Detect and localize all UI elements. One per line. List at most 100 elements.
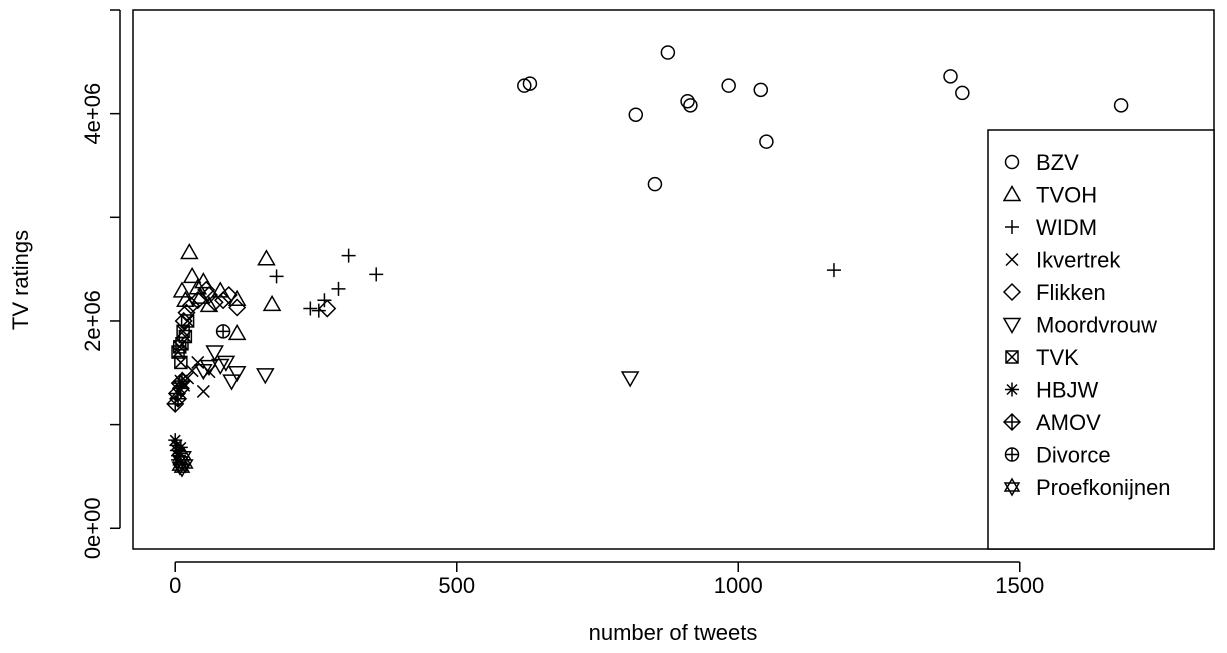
data-point: [341, 248, 356, 263]
data-point: [210, 281, 230, 298]
legend-label: BZV: [1036, 150, 1079, 175]
data-point: [181, 296, 201, 315]
data-point: [214, 291, 233, 310]
data-point: [177, 454, 194, 474]
legend-marker: [1002, 282, 1022, 302]
x-tick-label: 1500: [995, 573, 1044, 598]
data-point: [174, 355, 188, 370]
data-point: [303, 301, 318, 316]
legend-marker: [1004, 447, 1020, 462]
legend-items: BZV TVOH WIDM Ikvertrek Flikken Moordvrouw TVK…: [1002, 150, 1171, 500]
data-point: [262, 294, 282, 312]
legend-item: WIDM: [1005, 215, 1097, 240]
data-point: [759, 134, 774, 149]
series-flikken: [174, 280, 337, 331]
legend-item: Moordvrouw: [1002, 313, 1157, 338]
data-point: [178, 329, 193, 344]
series-widm: [269, 248, 841, 318]
data-point: [311, 303, 326, 318]
data-point: [522, 76, 538, 91]
data-point: [219, 285, 238, 305]
legend-marker: [1002, 184, 1022, 202]
y-axis-label: TV ratings: [8, 230, 33, 330]
data-point: [1113, 98, 1129, 113]
data-point: [628, 107, 644, 122]
x-tick-label: 1000: [714, 573, 763, 598]
data-point: [215, 324, 231, 339]
data-point: [317, 293, 332, 308]
data-point: [182, 266, 202, 284]
legend-label: Moordvrouw: [1036, 313, 1157, 338]
data-point: [826, 263, 841, 278]
data-point: [257, 249, 276, 266]
legend-item: TVOH: [1002, 183, 1097, 208]
legend-box: [987, 129, 1215, 550]
x-tick-label: 500: [438, 573, 475, 598]
legend-label: Ikvertrek: [1036, 248, 1121, 273]
legend-item: HBJW: [1005, 378, 1099, 403]
x-axis-label: number of tweets: [589, 620, 758, 645]
series-tvk: [171, 314, 195, 370]
legend-marker: [1004, 154, 1020, 170]
data-point: [753, 82, 769, 98]
legend-label: TVK: [1036, 345, 1079, 370]
data-point: [205, 293, 224, 312]
data-point: [172, 372, 192, 391]
x-tick-label: 0: [169, 573, 181, 598]
data-point: [227, 366, 247, 383]
series-proefkonijnen: [171, 446, 194, 478]
y-axis: 0e+00 2e+06 4e+06: [80, 9, 121, 559]
legend-marker: [1003, 477, 1021, 497]
data-point: [943, 69, 958, 84]
legend-marker: [1002, 412, 1022, 432]
data-point: [647, 176, 663, 192]
data-point: [318, 299, 337, 318]
legend-item: Divorce: [1004, 443, 1111, 468]
legend-marker: [1002, 317, 1022, 335]
legend: BZV TVOH WIDM Ikvertrek Flikken Moordvrouw TVK…: [987, 129, 1215, 550]
series-bzv: [517, 45, 1129, 192]
y-tick-label: 0e+00: [80, 497, 105, 559]
legend-item: Proefkonijnen: [1003, 475, 1171, 500]
data-point: [180, 314, 195, 328]
legend-label: WIDM: [1036, 215, 1097, 240]
data-point: [620, 371, 640, 388]
data-point: [180, 243, 199, 260]
legend-marker: [1005, 220, 1019, 234]
data-point: [173, 458, 191, 478]
data-point: [196, 384, 210, 398]
legend-item: BZV: [1004, 150, 1079, 175]
data-point: [269, 269, 284, 284]
data-point: [205, 345, 224, 362]
data-point: [331, 281, 346, 296]
y-tick-label: 2e+06: [80, 290, 105, 352]
legend-item: Flikken: [1002, 280, 1106, 305]
data-point: [168, 433, 183, 448]
y-tick-label: 4e+06: [80, 83, 105, 145]
legend-label: TVOH: [1036, 183, 1097, 208]
legend-marker: [1005, 382, 1019, 397]
data-point: [194, 272, 213, 289]
data-point: [369, 267, 384, 282]
data-point: [191, 355, 205, 369]
data-point: [683, 98, 698, 113]
legend-label: Proefkonijnen: [1036, 475, 1171, 500]
data-point: [199, 295, 219, 313]
data-point: [222, 374, 241, 391]
legend-label: AMOV: [1036, 410, 1101, 435]
data-point: [197, 280, 216, 299]
legend-item: Ikvertrek: [1005, 248, 1121, 273]
series-tvoh: [172, 243, 282, 341]
data-point: [227, 323, 247, 341]
legend-marker: [1005, 350, 1019, 364]
data-point: [228, 298, 247, 317]
data-point: [721, 78, 736, 93]
data-points: [166, 45, 1129, 478]
data-point: [660, 45, 676, 60]
series-amov: [166, 372, 192, 413]
data-point: [256, 368, 275, 385]
legend-label: Divorce: [1036, 443, 1111, 468]
data-point: [199, 285, 219, 305]
legend-item: AMOV: [1002, 410, 1101, 435]
